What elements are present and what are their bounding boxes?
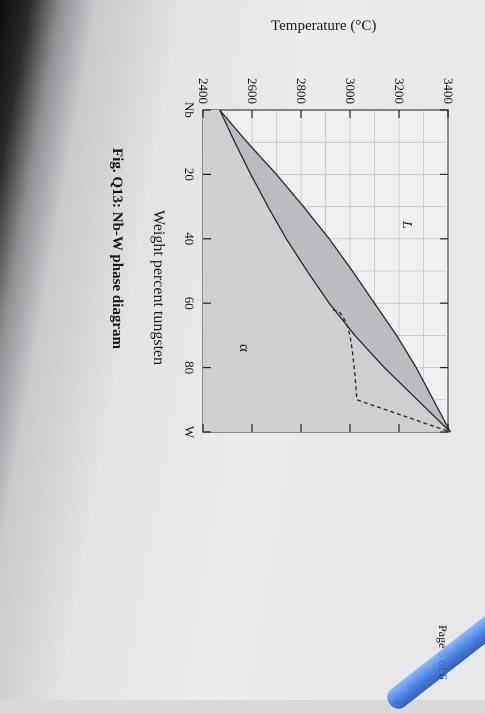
x-tick-labels: Nb 20 40 60 80 W <box>182 102 197 439</box>
x-axis-label: Weight percent tungsten <box>150 210 167 365</box>
y-tick-label: 2600 <box>245 78 260 104</box>
solidus-line <box>219 109 451 433</box>
x-tick-label: 40 <box>182 232 197 245</box>
x-tick-label: Nb <box>182 102 197 118</box>
tick-marks <box>202 109 449 433</box>
two-phase-region <box>219 110 451 432</box>
x-tick-label: 20 <box>182 168 197 181</box>
region-label-liquid: L <box>399 220 414 229</box>
y-tick-label: 3000 <box>343 78 358 104</box>
y-axis-label: Temperature (°C) <box>271 18 376 34</box>
y-tick-label: 3200 <box>392 78 407 104</box>
x-tick-label: W <box>182 426 197 439</box>
y-tick-label: 2800 <box>294 78 309 104</box>
x-tick-label: 80 <box>182 361 197 374</box>
alpha-region <box>203 110 451 432</box>
y-tick-label: 3400 <box>441 78 456 104</box>
x-tick-label: 60 <box>182 297 197 310</box>
dashed-boundary <box>332 309 451 433</box>
figure-caption: Fig. Q13: Nb-W phase diagram <box>109 148 125 349</box>
y-tick-label: 2400 <box>196 78 211 104</box>
y-tick-labels: 2400 2600 2800 3000 3200 3400 <box>196 78 456 104</box>
region-label-alpha: α <box>236 344 252 352</box>
liquidus-line <box>219 109 451 433</box>
